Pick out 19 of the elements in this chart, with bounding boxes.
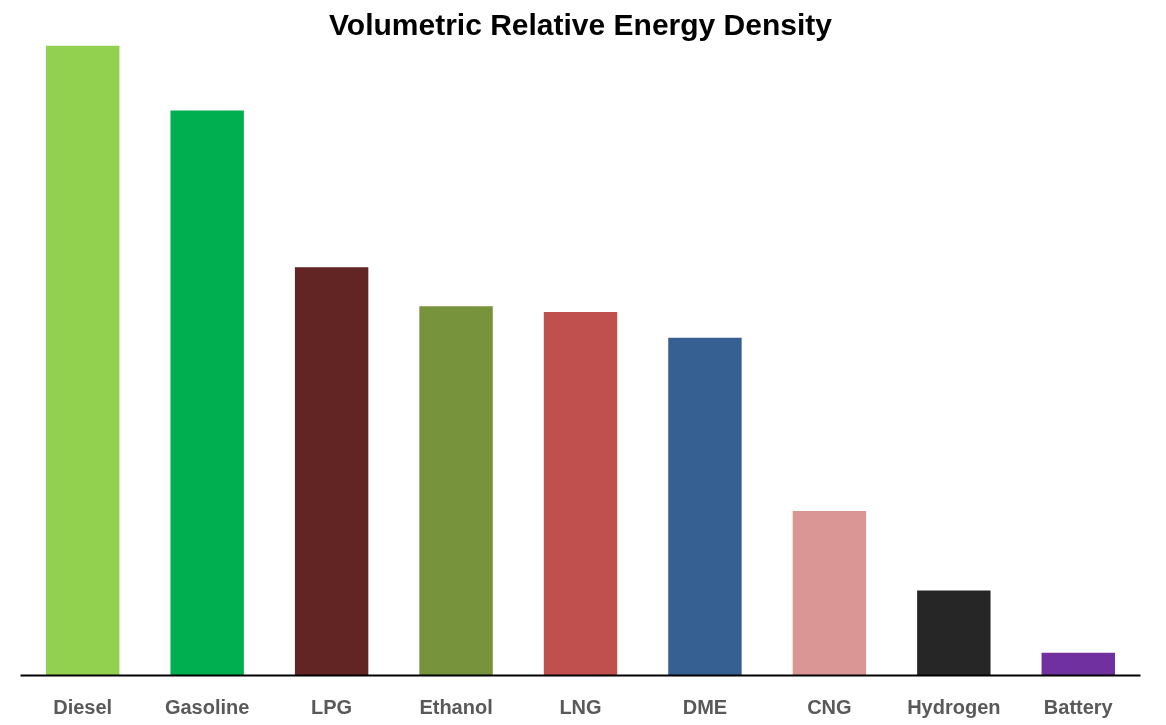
bar <box>1041 652 1115 676</box>
chart-title: Volumetric Relative Energy Density <box>329 7 833 41</box>
x-tick-label: LPG <box>311 695 353 718</box>
x-tick-label: Diesel <box>53 695 113 718</box>
bar <box>419 306 493 676</box>
bar <box>917 590 991 676</box>
x-tick-label: DME <box>682 695 728 718</box>
x-tick-label: LNG <box>559 695 602 718</box>
bar <box>792 511 867 676</box>
bar <box>170 110 244 676</box>
bar <box>294 267 369 676</box>
bar <box>543 311 618 676</box>
x-tick-label: Hydrogen <box>907 695 1001 718</box>
x-tick-label: Ethanol <box>419 695 493 718</box>
x-tick-label: CNG <box>807 695 852 718</box>
x-tick-label: Battery <box>1043 695 1114 718</box>
x-tick-label: Gasoline <box>164 695 250 718</box>
bar <box>668 337 742 676</box>
bar <box>46 45 120 676</box>
